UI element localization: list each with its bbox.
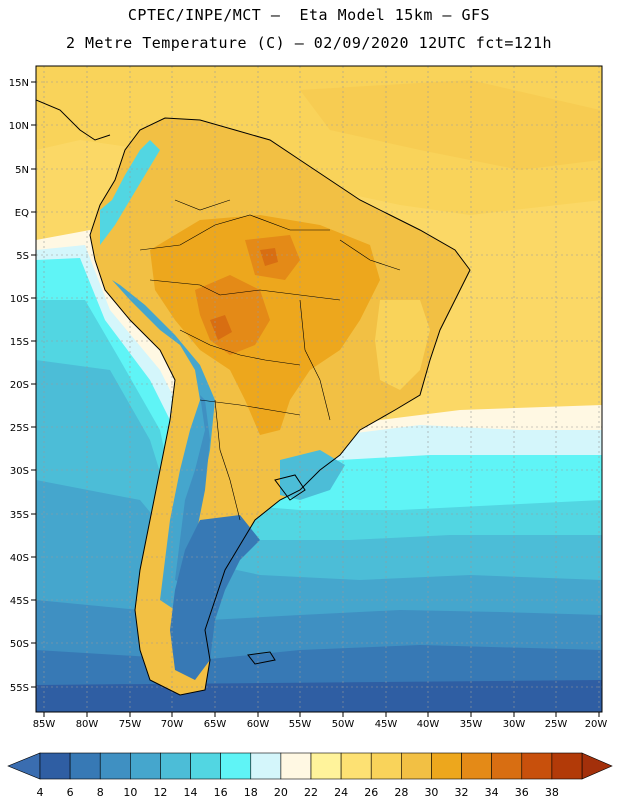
colorbar-label: 22: [304, 786, 318, 799]
colorbar-label: 36: [515, 786, 529, 799]
colorbar-label: 30: [424, 786, 438, 799]
lon-label: 65W: [204, 719, 227, 730]
lon-label: 85W: [33, 719, 56, 730]
lon-label: 35W: [460, 719, 483, 730]
lat-label: 45S: [10, 596, 29, 607]
colorbar-label: 10: [123, 786, 137, 799]
graticule: [36, 66, 602, 712]
lat-label: 20S: [10, 380, 29, 391]
country-borders: [139, 199, 401, 521]
lon-label: 70W: [161, 719, 184, 730]
colorbar-label: 14: [184, 786, 198, 799]
lat-label: EQ: [15, 208, 29, 219]
temperature-field: [36, 66, 602, 712]
lon-label: 25W: [545, 719, 568, 730]
colorbar-label: 26: [364, 786, 378, 799]
colorbar-label: 12: [153, 786, 167, 799]
lat-label: 50S: [10, 639, 29, 650]
colorbar-swatch: [39, 752, 71, 780]
latitude-labels: 15N 10N 5N EQ 5S 10S 15S 20S 25S 30S 35S…: [9, 78, 29, 694]
lat-label: 15N: [9, 78, 29, 89]
title-line-1: CPTEC/INPE/MCT – Eta Model 15km – GFS: [127, 6, 491, 24]
axis-ticks: [31, 81, 600, 717]
colorbar-swatch: [370, 752, 402, 780]
colorbar-swatch: [250, 752, 282, 780]
colorbar-swatch: [431, 752, 462, 780]
lon-label: 40W: [417, 719, 440, 730]
lat-label: 10N: [9, 121, 29, 132]
lon-label: 80W: [76, 719, 99, 730]
coastlines: [36, 99, 471, 696]
lon-label: 55W: [289, 719, 312, 730]
lon-label: 45W: [375, 719, 398, 730]
lon-label: 30W: [503, 719, 526, 730]
lat-label: 5S: [16, 251, 29, 262]
colorbar-swatch: [280, 752, 312, 780]
colorbar-label: 6: [67, 786, 74, 799]
colorbar-label: 20: [274, 786, 288, 799]
lat-label: 5N: [15, 165, 29, 176]
lat-label: 55S: [10, 683, 29, 694]
colorbar-label: 8: [97, 786, 104, 799]
colorbar-over-triangle: [581, 752, 613, 780]
colorbar-swatch: [69, 752, 101, 780]
colorbar-swatch: [99, 752, 131, 780]
colorbar-label: 4: [37, 786, 44, 799]
colorbar-swatch: [461, 752, 492, 780]
colorbar-swatch: [130, 752, 161, 780]
colorbar-swatch: [220, 752, 252, 780]
colorbar-swatch: [340, 752, 372, 780]
colorbar-label: 32: [455, 786, 469, 799]
lon-label: 50W: [332, 719, 355, 730]
colorbar-label: 18: [244, 786, 258, 799]
colorbar-swatch: [491, 752, 523, 780]
colorbar-swatch: [521, 752, 553, 780]
lat-label: 35S: [10, 510, 29, 521]
colorbar-label: 34: [485, 786, 499, 799]
colorbar-label: 16: [214, 786, 228, 799]
longitude-labels: 85W 80W 75W 70W 65W 60W 55W 50W 45W 40W …: [33, 719, 608, 730]
colorbar-label: 28: [394, 786, 408, 799]
lat-label: 30S: [10, 466, 29, 477]
colorbar-label: 24: [334, 786, 348, 799]
lon-label: 20W: [585, 719, 608, 730]
lon-label: 60W: [247, 719, 270, 730]
lat-label: 15S: [10, 337, 29, 348]
colorbar-label: 38: [545, 786, 559, 799]
colorbar-swatch: [190, 752, 221, 780]
colorbar-swatch: [160, 752, 191, 780]
colorbar-swatch: [310, 752, 342, 780]
lat-label: 25S: [10, 423, 29, 434]
colorbar-swatch: [401, 752, 432, 780]
colorbar-swatch: [551, 752, 583, 780]
colorbar: 4 6 8 10 12 14 16 18 20 22 24 26 28 30 32 34 36 38: [7, 752, 613, 799]
title-line-2: 2 Metre Temperature (C) – 02/09/2020 12U…: [65, 34, 553, 52]
lon-label: 75W: [119, 719, 142, 730]
lat-label: 10S: [10, 294, 29, 305]
colorbar-under-triangle: [7, 752, 41, 780]
map-frame: [35, 65, 603, 713]
lat-label: 40S: [10, 553, 29, 564]
